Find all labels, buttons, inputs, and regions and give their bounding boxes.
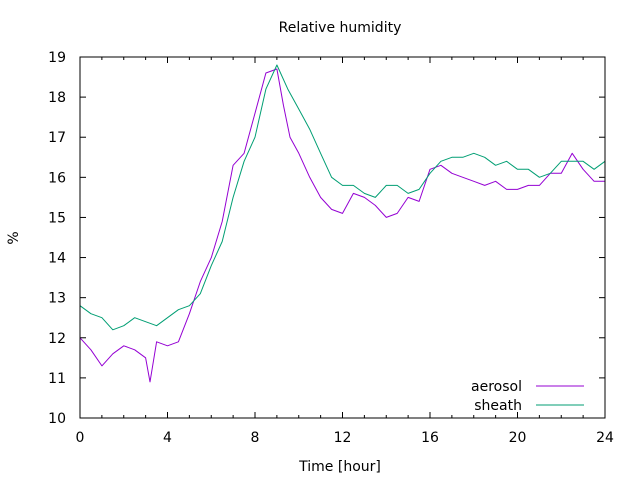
tick-group: 0 4 8 12 16 20 24 10 11 12 13 14 15 16 17 18 19 [48,50,614,446]
y-tick-label: 10 [48,411,66,427]
x-axis-label: Time [hour] [298,459,381,475]
series-line-sheath [79,64,606,331]
series-group [79,64,606,383]
y-tick-label: 17 [48,130,66,146]
y-tick-label: 13 [48,291,66,307]
y-tick-label: 19 [48,50,66,66]
x-tick-label: 8 [251,430,260,446]
y-tick-label: 15 [48,210,66,226]
y-tick-label: 18 [48,90,66,106]
plot-frame [79,56,606,419]
legend-label-sheath: sheath [474,398,522,414]
x-tick-label: 4 [163,430,172,446]
y-tick-label: 12 [48,331,66,347]
y-tick-label: 11 [48,371,66,387]
y-tick-label: 14 [48,251,66,267]
x-tick-label: 16 [421,430,439,446]
chart-title: Relative humidity [279,20,402,36]
x-tick-label: 24 [596,430,614,446]
legend-label-aerosol: aerosol [471,379,522,395]
y-axis-label: % [6,231,22,244]
x-tick-label: 0 [76,430,85,446]
x-tick-label: 20 [509,430,527,446]
y-tick-label: 16 [48,170,66,186]
legend: aerosol sheath [471,379,584,414]
series-line-aerosol [79,68,605,383]
x-tick-label: 12 [334,430,352,446]
